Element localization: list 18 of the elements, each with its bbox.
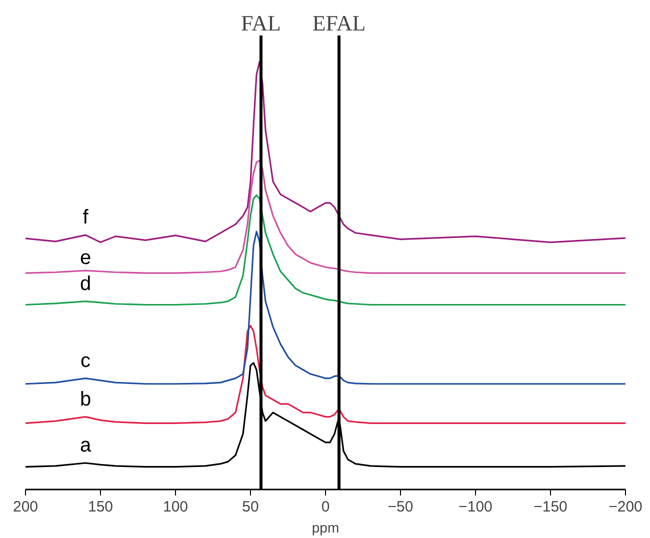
ref-line-label: EFAL [312, 10, 366, 36]
x-tick-label: −100 [458, 498, 492, 516]
series-label: c [80, 350, 90, 372]
ref-line-label: FAL [241, 10, 281, 36]
x-tick-label: −50 [388, 498, 414, 516]
x-tick-label: 0 [321, 498, 330, 516]
x-tick-label: 150 [88, 498, 114, 516]
x-axis-title: ppm [312, 520, 340, 536]
x-tick-label: −150 [534, 498, 568, 516]
series-label: b [80, 388, 92, 410]
x-tick-label: 200 [12, 498, 38, 516]
x-tick-label: 100 [162, 498, 188, 516]
series-label: f [82, 206, 89, 229]
x-tick-label: 50 [242, 498, 259, 516]
series-label: e [80, 247, 92, 270]
series-label: a [80, 434, 92, 457]
x-tick-label: −200 [608, 498, 642, 516]
series-label: d [80, 272, 92, 295]
